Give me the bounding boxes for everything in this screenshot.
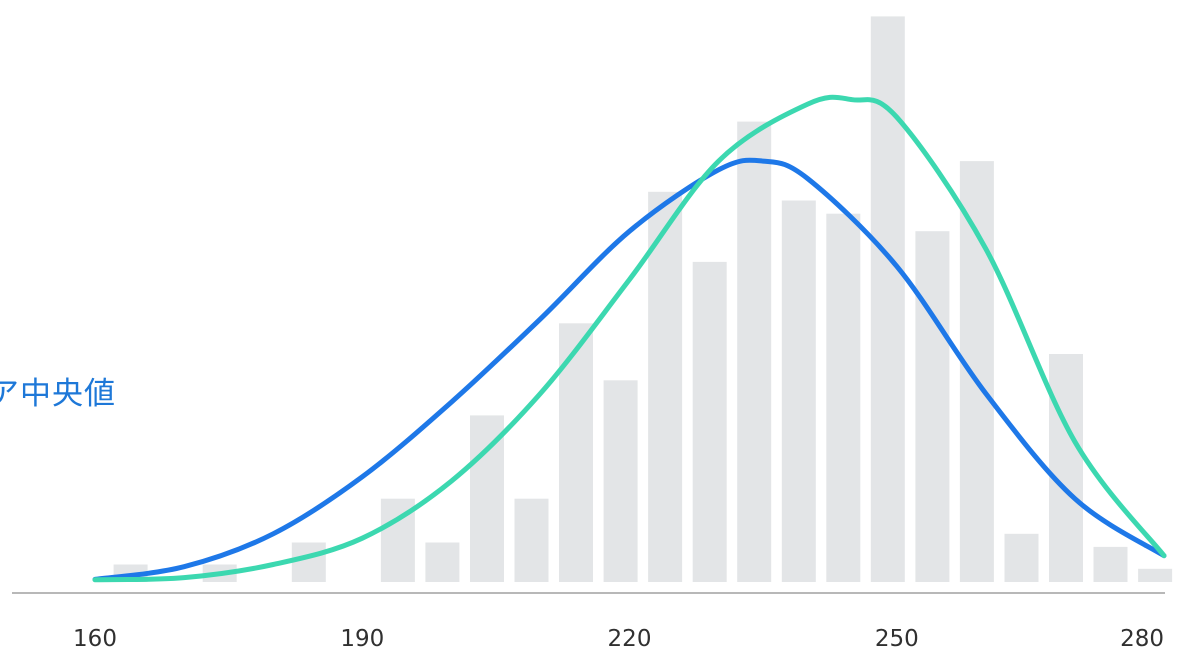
histogram-bar <box>1004 533 1039 582</box>
distribution-curve-blue <box>92 157 1167 582</box>
bars-group <box>113 16 1173 583</box>
x-tick-labels: 160 190 220 250 280 <box>73 626 1164 652</box>
histogram-bar <box>603 380 638 582</box>
histogram-bar <box>1093 546 1128 582</box>
x-tick-label: 190 <box>340 626 384 652</box>
histogram-bar <box>1138 568 1173 582</box>
histogram-bar <box>470 415 504 582</box>
histogram-bar <box>781 200 816 582</box>
annotation-label: ア中央値 <box>0 376 116 412</box>
x-tick-label: 250 <box>875 626 919 652</box>
x-tick-label: 280 <box>1120 626 1164 652</box>
histogram-bar <box>692 261 727 582</box>
histogram-bar <box>915 231 950 582</box>
x-tick-label: 220 <box>608 626 652 652</box>
histogram-bar <box>648 191 683 583</box>
curves-group <box>92 94 1167 583</box>
histogram-bar <box>425 542 460 582</box>
histogram-bar <box>826 213 861 582</box>
histogram-bar <box>514 498 549 582</box>
x-tick-label: 160 <box>73 626 117 652</box>
histogram-bar <box>291 542 326 582</box>
histogram-bar <box>737 121 772 582</box>
histogram-bar <box>1049 354 1083 582</box>
histogram-bar <box>959 161 994 582</box>
distribution-curve-green <box>92 94 1167 583</box>
